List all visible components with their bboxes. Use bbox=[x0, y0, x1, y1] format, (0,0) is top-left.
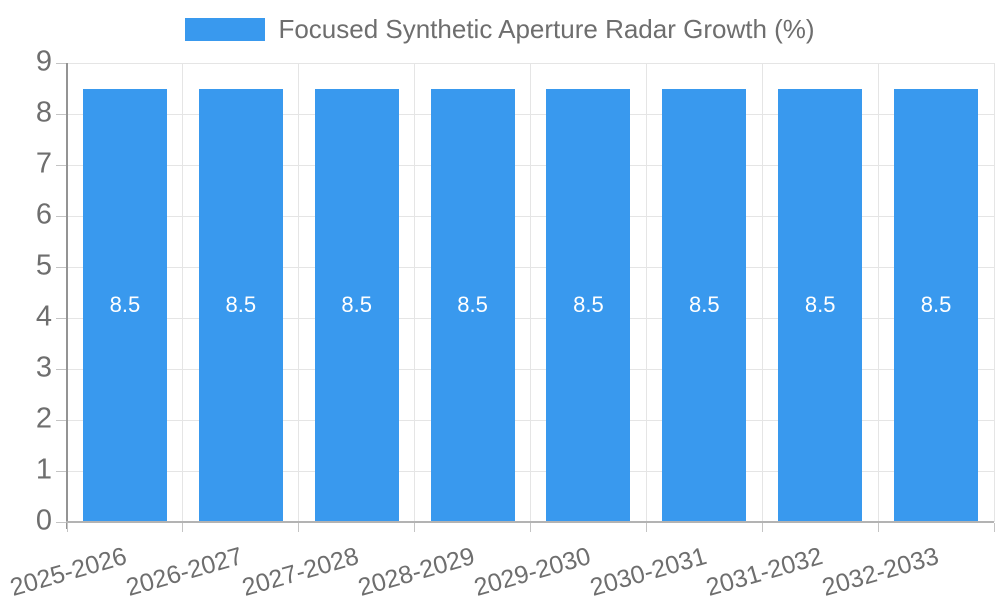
legend-item[interactable]: Focused Synthetic Aperture Radar Growth … bbox=[185, 14, 815, 44]
y-axis-label: 6 bbox=[35, 198, 52, 231]
x-axis-label: 2025-2026 bbox=[7, 542, 131, 600]
y-axis-tick bbox=[56, 521, 66, 523]
bar[interactable] bbox=[662, 88, 747, 522]
bar-value-label: 8.5 bbox=[920, 292, 952, 318]
bar-value-label: 8.5 bbox=[689, 292, 720, 318]
y-axis-tick bbox=[56, 419, 66, 421]
y-axis-tick bbox=[56, 317, 66, 319]
x-axis-label: 2028-2029 bbox=[355, 542, 478, 600]
legend-label: Focused Synthetic Aperture Radar Growth … bbox=[278, 14, 815, 44]
bar[interactable] bbox=[82, 88, 167, 522]
y-axis-label: 5 bbox=[35, 249, 52, 282]
y-axis-label: 9 bbox=[35, 45, 52, 78]
bar-value-label: 8.5 bbox=[109, 292, 141, 318]
x-axis-tick bbox=[877, 523, 879, 532]
bar-value-label: 8.5 bbox=[573, 292, 604, 318]
v-gridline bbox=[298, 63, 300, 522]
bar-value-label: 8.5 bbox=[341, 292, 372, 318]
x-axis-label: 2030-2031 bbox=[586, 542, 710, 600]
bar[interactable] bbox=[430, 88, 515, 522]
v-gridline bbox=[182, 63, 184, 522]
bar[interactable] bbox=[894, 88, 979, 522]
plot-area: 8.5 8.5 8.5 8.5 8.5 8.5 8.5 8.5 bbox=[67, 62, 995, 522]
x-axis-tick bbox=[414, 523, 416, 532]
v-gridline bbox=[761, 63, 763, 522]
x-axis-tick bbox=[645, 523, 647, 532]
x-axis-label: 2026-2027 bbox=[123, 542, 246, 600]
v-gridline bbox=[993, 63, 995, 522]
bar[interactable] bbox=[198, 88, 283, 522]
bar[interactable] bbox=[546, 88, 631, 522]
x-axis-tick bbox=[182, 523, 184, 532]
x-axis-tick bbox=[66, 523, 68, 532]
y-axis-label: 2 bbox=[35, 402, 52, 435]
y-axis-label: 0 bbox=[35, 504, 52, 537]
v-gridline bbox=[414, 63, 416, 522]
x-axis-tick bbox=[530, 523, 531, 532]
x-axis-line bbox=[66, 521, 994, 523]
x-axis-label: 2032-2033 bbox=[818, 542, 942, 600]
y-axis-tick bbox=[56, 62, 66, 64]
y-axis-line bbox=[66, 63, 68, 529]
v-gridline bbox=[530, 63, 531, 522]
bar-value-label: 8.5 bbox=[457, 292, 488, 318]
x-axis-tick bbox=[993, 523, 995, 532]
y-axis-label: 3 bbox=[35, 351, 52, 384]
bar-value-label: 8.5 bbox=[804, 292, 836, 318]
y-axis-label: 7 bbox=[35, 147, 52, 180]
y-axis-tick bbox=[56, 368, 66, 370]
v-gridline bbox=[645, 63, 647, 522]
v-gridline bbox=[877, 63, 879, 522]
y-axis-label: 4 bbox=[35, 300, 52, 333]
legend: Focused Synthetic Aperture Radar Growth … bbox=[0, 15, 1000, 44]
x-axis-tick bbox=[298, 523, 300, 532]
x-axis-label: 2027-2028 bbox=[239, 542, 362, 600]
x-axis-tick bbox=[761, 523, 763, 532]
y-axis-tick bbox=[56, 164, 66, 166]
bar-value-label: 8.5 bbox=[225, 292, 257, 318]
x-axis-label: 2031-2032 bbox=[702, 542, 826, 600]
x-axis-label: 2029-2030 bbox=[470, 542, 594, 600]
y-axis-label: 8 bbox=[35, 96, 52, 129]
legend-swatch bbox=[185, 17, 266, 41]
bar[interactable] bbox=[778, 88, 863, 522]
y-axis-tick bbox=[56, 113, 66, 115]
y-axis-tick bbox=[56, 470, 66, 472]
y-axis-label: 1 bbox=[35, 453, 52, 486]
y-axis-tick bbox=[56, 215, 66, 217]
y-axis-tick bbox=[56, 266, 66, 268]
bar[interactable] bbox=[314, 88, 399, 522]
